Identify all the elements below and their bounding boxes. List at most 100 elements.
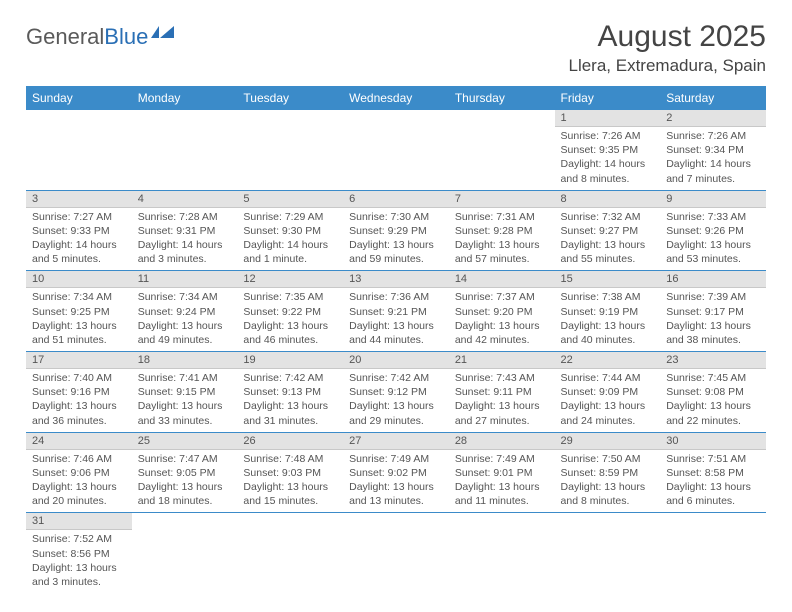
sunset-line: Sunset: 9:35 PM [561, 143, 655, 157]
calendar-table: Sunday Monday Tuesday Wednesday Thursday… [26, 86, 766, 593]
sunrise-line: Sunrise: 7:26 AM [666, 129, 760, 143]
daylight-line: Daylight: 13 hours and 44 minutes. [349, 319, 443, 347]
day-number: 31 [26, 513, 132, 530]
day-number: 22 [555, 352, 661, 369]
sunrise-line: Sunrise: 7:48 AM [243, 452, 337, 466]
day-number: 25 [132, 433, 238, 450]
weekday-monday: Monday [132, 86, 238, 110]
day-number: 18 [132, 352, 238, 369]
day-details: Sunrise: 7:48 AMSunset: 9:03 PMDaylight:… [237, 450, 343, 513]
daylight-line: Daylight: 13 hours and 38 minutes. [666, 319, 760, 347]
day-details: Sunrise: 7:30 AMSunset: 9:29 PMDaylight:… [343, 208, 449, 271]
sunset-line: Sunset: 9:16 PM [32, 385, 126, 399]
calendar-cell: 21Sunrise: 7:43 AMSunset: 9:11 PMDayligh… [449, 352, 555, 433]
day-details: Sunrise: 7:27 AMSunset: 9:33 PMDaylight:… [26, 208, 132, 271]
day-details: Sunrise: 7:31 AMSunset: 9:28 PMDaylight:… [449, 208, 555, 271]
day-number: 14 [449, 271, 555, 288]
day-number: 21 [449, 352, 555, 369]
calendar-cell: 14Sunrise: 7:37 AMSunset: 9:20 PMDayligh… [449, 271, 555, 352]
day-details: Sunrise: 7:33 AMSunset: 9:26 PMDaylight:… [660, 208, 766, 271]
calendar-cell [449, 513, 555, 593]
calendar-row: 31Sunrise: 7:52 AMSunset: 8:56 PMDayligh… [26, 513, 766, 593]
daylight-line: Daylight: 14 hours and 3 minutes. [138, 238, 232, 266]
sunset-line: Sunset: 9:19 PM [561, 305, 655, 319]
sunrise-line: Sunrise: 7:36 AM [349, 290, 443, 304]
daylight-line: Daylight: 13 hours and 18 minutes. [138, 480, 232, 508]
calendar-cell: 3Sunrise: 7:27 AMSunset: 9:33 PMDaylight… [26, 190, 132, 271]
calendar-cell: 28Sunrise: 7:49 AMSunset: 9:01 PMDayligh… [449, 432, 555, 513]
title-block: August 2025 Llera, Extremadura, Spain [569, 20, 767, 76]
day-number: 24 [26, 433, 132, 450]
calendar-row: 17Sunrise: 7:40 AMSunset: 9:16 PMDayligh… [26, 352, 766, 433]
calendar-cell: 30Sunrise: 7:51 AMSunset: 8:58 PMDayligh… [660, 432, 766, 513]
day-number: 15 [555, 271, 661, 288]
calendar-cell: 7Sunrise: 7:31 AMSunset: 9:28 PMDaylight… [449, 190, 555, 271]
calendar-cell: 29Sunrise: 7:50 AMSunset: 8:59 PMDayligh… [555, 432, 661, 513]
sunrise-line: Sunrise: 7:42 AM [349, 371, 443, 385]
day-number: 17 [26, 352, 132, 369]
day-number: 19 [237, 352, 343, 369]
day-number: 7 [449, 191, 555, 208]
calendar-cell [132, 513, 238, 593]
day-number: 20 [343, 352, 449, 369]
sunrise-line: Sunrise: 7:28 AM [138, 210, 232, 224]
daylight-line: Daylight: 13 hours and 57 minutes. [455, 238, 549, 266]
daylight-line: Daylight: 13 hours and 36 minutes. [32, 399, 126, 427]
calendar-cell [449, 110, 555, 190]
logo: GeneralBlue [26, 24, 176, 50]
sunset-line: Sunset: 9:03 PM [243, 466, 337, 480]
sunrise-line: Sunrise: 7:34 AM [32, 290, 126, 304]
calendar-cell: 27Sunrise: 7:49 AMSunset: 9:02 PMDayligh… [343, 432, 449, 513]
calendar-cell [660, 513, 766, 593]
sunset-line: Sunset: 8:58 PM [666, 466, 760, 480]
day-details: Sunrise: 7:51 AMSunset: 8:58 PMDaylight:… [660, 450, 766, 513]
day-details: Sunrise: 7:28 AMSunset: 9:31 PMDaylight:… [132, 208, 238, 271]
sunrise-line: Sunrise: 7:37 AM [455, 290, 549, 304]
calendar-cell: 15Sunrise: 7:38 AMSunset: 9:19 PMDayligh… [555, 271, 661, 352]
sunrise-line: Sunrise: 7:52 AM [32, 532, 126, 546]
sunset-line: Sunset: 9:12 PM [349, 385, 443, 399]
day-details: Sunrise: 7:34 AMSunset: 9:24 PMDaylight:… [132, 288, 238, 351]
daylight-line: Daylight: 14 hours and 1 minute. [243, 238, 337, 266]
sunrise-line: Sunrise: 7:33 AM [666, 210, 760, 224]
day-number: 5 [237, 191, 343, 208]
daylight-line: Daylight: 13 hours and 49 minutes. [138, 319, 232, 347]
sunrise-line: Sunrise: 7:40 AM [32, 371, 126, 385]
calendar-row: 24Sunrise: 7:46 AMSunset: 9:06 PMDayligh… [26, 432, 766, 513]
sunset-line: Sunset: 9:22 PM [243, 305, 337, 319]
weekday-thursday: Thursday [449, 86, 555, 110]
daylight-line: Daylight: 13 hours and 27 minutes. [455, 399, 549, 427]
daylight-line: Daylight: 14 hours and 5 minutes. [32, 238, 126, 266]
daylight-line: Daylight: 13 hours and 59 minutes. [349, 238, 443, 266]
day-details: Sunrise: 7:34 AMSunset: 9:25 PMDaylight:… [26, 288, 132, 351]
flag-icon [150, 24, 176, 42]
month-title: August 2025 [569, 20, 767, 54]
daylight-line: Daylight: 13 hours and 51 minutes. [32, 319, 126, 347]
daylight-line: Daylight: 13 hours and 29 minutes. [349, 399, 443, 427]
calendar-cell: 13Sunrise: 7:36 AMSunset: 9:21 PMDayligh… [343, 271, 449, 352]
daylight-line: Daylight: 13 hours and 6 minutes. [666, 480, 760, 508]
sunrise-line: Sunrise: 7:51 AM [666, 452, 760, 466]
sunset-line: Sunset: 9:09 PM [561, 385, 655, 399]
daylight-line: Daylight: 13 hours and 42 minutes. [455, 319, 549, 347]
day-number: 29 [555, 433, 661, 450]
day-number: 28 [449, 433, 555, 450]
sunrise-line: Sunrise: 7:34 AM [138, 290, 232, 304]
day-number: 8 [555, 191, 661, 208]
sunrise-line: Sunrise: 7:31 AM [455, 210, 549, 224]
calendar-cell: 2Sunrise: 7:26 AMSunset: 9:34 PMDaylight… [660, 110, 766, 190]
day-details: Sunrise: 7:44 AMSunset: 9:09 PMDaylight:… [555, 369, 661, 432]
calendar-cell: 23Sunrise: 7:45 AMSunset: 9:08 PMDayligh… [660, 352, 766, 433]
day-details: Sunrise: 7:36 AMSunset: 9:21 PMDaylight:… [343, 288, 449, 351]
sunset-line: Sunset: 9:31 PM [138, 224, 232, 238]
daylight-line: Daylight: 13 hours and 15 minutes. [243, 480, 337, 508]
sunrise-line: Sunrise: 7:42 AM [243, 371, 337, 385]
sunset-line: Sunset: 9:13 PM [243, 385, 337, 399]
day-details: Sunrise: 7:43 AMSunset: 9:11 PMDaylight:… [449, 369, 555, 432]
day-details: Sunrise: 7:50 AMSunset: 8:59 PMDaylight:… [555, 450, 661, 513]
sunset-line: Sunset: 9:02 PM [349, 466, 443, 480]
header: GeneralBlue August 2025 Llera, Extremadu… [26, 20, 766, 76]
daylight-line: Daylight: 13 hours and 55 minutes. [561, 238, 655, 266]
daylight-line: Daylight: 13 hours and 3 minutes. [32, 561, 126, 589]
location: Llera, Extremadura, Spain [569, 56, 767, 76]
